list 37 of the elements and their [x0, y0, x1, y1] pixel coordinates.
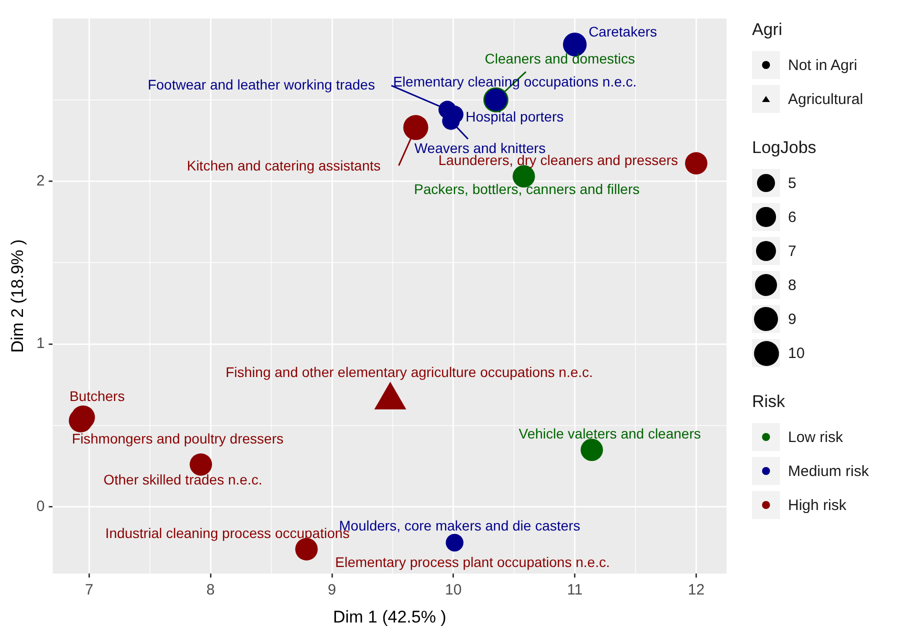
x-tick-label: 8 [206, 582, 215, 599]
legend-label: 10 [788, 344, 805, 362]
legend-label: 6 [788, 208, 796, 226]
legend-label: Medium risk [788, 462, 869, 480]
text: LogJobs [752, 138, 816, 157]
x-tick-label: 12 [688, 582, 705, 599]
data-label: Packers, bottlers, canners and fillers [414, 181, 640, 198]
data-label: Cleaners and domestics [484, 50, 635, 67]
data-label: Kitchen and catering assistants [186, 157, 381, 174]
legend-label: Low risk [788, 428, 844, 446]
data-label: Other skilled trades n.e.c. [103, 471, 262, 488]
data-label: Elementary process plant occupations n.e.c. [335, 554, 610, 570]
y-axis-title: Dim 2 (18.9% ) [8, 239, 27, 353]
x-tick-label: 11 [567, 582, 583, 599]
text: Agricultural [788, 90, 864, 108]
x-tick-label: 9 [328, 582, 336, 599]
text: Risk [752, 392, 786, 411]
x-tick-label: 7 [84, 582, 94, 599]
y-tick-label: 0 [36, 498, 45, 515]
legend-label: 9 [788, 310, 796, 328]
data-label: Caretakers [588, 23, 658, 40]
y-tick-label: 2 [36, 172, 45, 190]
data-label: Footwear and leather working trades [148, 76, 375, 92]
legend-label: 5 [788, 174, 796, 192]
data-label: Hospital porters [466, 108, 564, 124]
data-label: Butchers [69, 388, 125, 404]
x-axis-title: Dim 1 (42.5% ) [332, 607, 446, 626]
x-tick-label: 10 [445, 582, 462, 599]
legend-label: 8 [788, 276, 796, 294]
text: Agri [752, 20, 782, 39]
y-tick-label: 1 [36, 335, 45, 352]
legend-label: High risk [788, 496, 846, 514]
text: Not in Agri [788, 56, 858, 74]
data-label: Vehicle valeters and cleaners [518, 426, 701, 442]
data-label: Fishing and other elementary agriculture occupations n.e.c. [226, 364, 593, 380]
data-label: Fishmongers and poultry dressers [72, 430, 284, 446]
legend-label: 7 [788, 242, 796, 260]
